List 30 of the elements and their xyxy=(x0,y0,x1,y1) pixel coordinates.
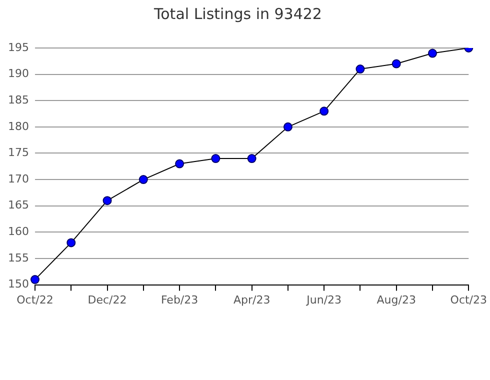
y-tick-label: 170 xyxy=(8,172,29,186)
y-tick-label: 185 xyxy=(8,93,29,106)
point xyxy=(30,275,40,284)
y-tick-label: 155 xyxy=(8,251,29,264)
x-tick-label: Oct/22 xyxy=(16,293,54,306)
x-tick-label: Apr/23 xyxy=(233,293,270,306)
point xyxy=(175,159,184,168)
point xyxy=(428,48,437,58)
y-tick-label: 175 xyxy=(8,146,29,160)
x-tick-label: Feb/23 xyxy=(160,293,198,306)
point xyxy=(320,106,329,116)
y-tick-label: 160 xyxy=(8,225,29,238)
y-tick-label: 195 xyxy=(8,40,29,54)
x-tick-label: Jun/23 xyxy=(306,293,342,306)
point xyxy=(247,154,256,164)
y-tick-label: 165 xyxy=(8,198,29,212)
point xyxy=(392,59,401,68)
point xyxy=(66,238,76,248)
y-tick-label: 180 xyxy=(8,120,29,133)
chart-title: Total Listings in 93422 xyxy=(153,4,322,23)
x-tick-label: Dec/22 xyxy=(88,293,127,306)
point xyxy=(283,122,292,132)
y-tick-label: 190 xyxy=(8,67,29,80)
x-tick-label: Oct/23 xyxy=(450,293,488,306)
y-tick-label: 150 xyxy=(8,278,29,291)
point xyxy=(356,64,365,74)
point xyxy=(138,175,148,184)
point xyxy=(102,196,112,206)
x-tick-label: Aug/23 xyxy=(376,293,416,306)
point xyxy=(211,154,220,164)
